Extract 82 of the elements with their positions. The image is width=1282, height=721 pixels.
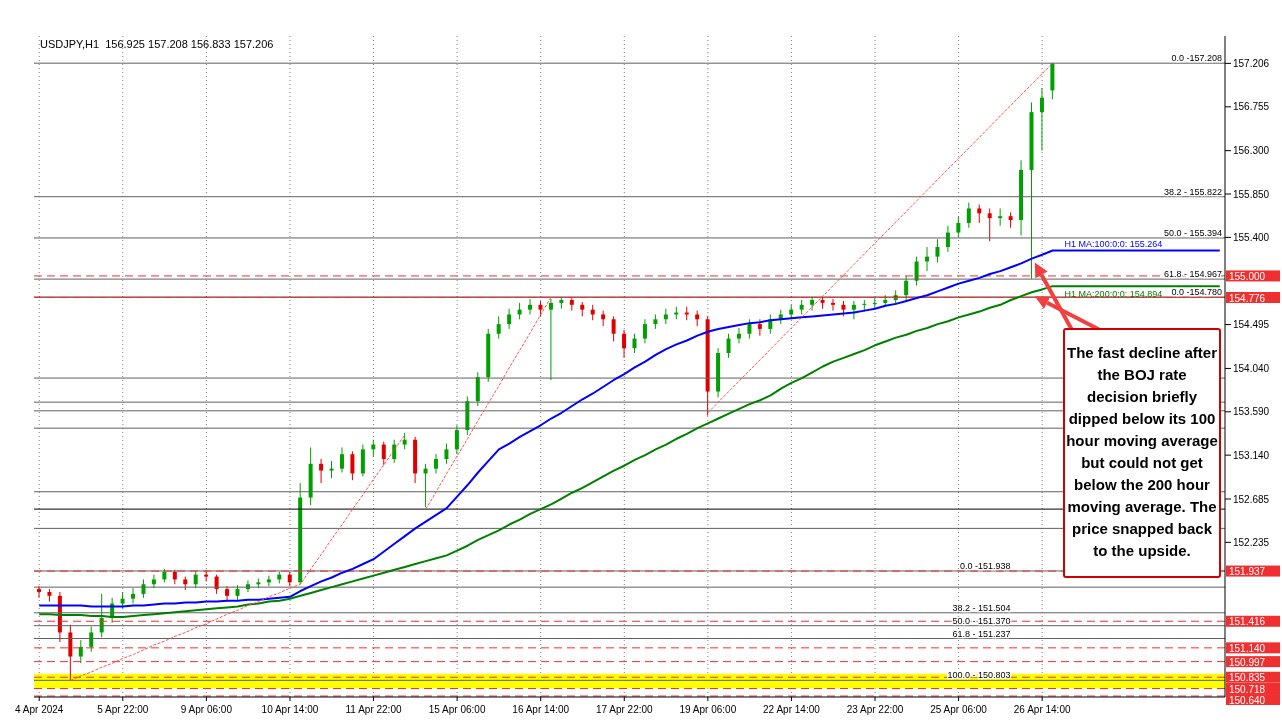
ref-line-label: 154.776 xyxy=(1229,292,1266,304)
candlestick xyxy=(78,639,83,664)
x-tick-label: 10 Apr 14:00 xyxy=(261,704,319,715)
candlestick xyxy=(528,298,533,315)
ref-line-label: 155.000 xyxy=(1229,270,1266,282)
annotation: 0.0 -151.938 xyxy=(960,560,1011,571)
annotation: 38.2 - 151.504 xyxy=(952,602,1011,613)
series-label: H1 MA:200:0:0: 154.894 xyxy=(1064,289,1163,300)
ref-line-label: 150.640 xyxy=(1229,694,1266,706)
candlestick xyxy=(350,450,355,481)
series-label: H1 MA:100:0:0: 155.264 xyxy=(1064,239,1163,250)
candlestick xyxy=(339,446,344,473)
candlestick xyxy=(131,587,136,605)
candlestick xyxy=(548,298,553,381)
y-tick-label: 155.850 xyxy=(1233,188,1270,200)
annotation: 61.8 - 151.237 xyxy=(952,628,1011,639)
y-tick-label: 154.495 xyxy=(1233,319,1270,331)
candlestick xyxy=(151,574,156,589)
y-tick-label: 152.685 xyxy=(1233,493,1270,505)
x-tick-label: 4 Apr 2024 xyxy=(15,704,64,715)
candlestick xyxy=(1039,87,1044,152)
y-tick-label: 152.235 xyxy=(1233,536,1270,548)
x-tick-label: 22 Apr 14:00 xyxy=(763,704,821,715)
candlestick xyxy=(987,207,992,242)
chart-title: USDJPY,H1 156.925 157.208 156.833 157.206 xyxy=(40,38,274,50)
y-tick-label: 155.400 xyxy=(1233,231,1270,243)
annotation: 38.2 - 155.822 xyxy=(1163,186,1222,197)
y-tick-label: 156.755 xyxy=(1233,101,1270,113)
x-tick-label: 9 Apr 06:00 xyxy=(180,704,233,715)
annotation: 50.0 - 151.370 xyxy=(952,615,1011,626)
y-tick-label: 157.206 xyxy=(1233,57,1270,69)
x-tick-label: 15 Apr 06:00 xyxy=(428,704,486,715)
ref-line-label: 150.718 xyxy=(1229,683,1266,695)
candlestick xyxy=(611,315,616,342)
candlestick xyxy=(998,207,1003,227)
x-tick-label: 19 Apr 06:00 xyxy=(679,704,737,715)
candlestick xyxy=(444,443,449,465)
y-tick-label: 156.300 xyxy=(1233,145,1270,157)
candlestick xyxy=(496,315,501,340)
candlestick xyxy=(757,318,762,337)
ref-line-label: 151.140 xyxy=(1229,642,1266,654)
x-tick-label: 23 Apr 22:00 xyxy=(846,704,904,715)
candlestick xyxy=(319,458,324,484)
candlestick xyxy=(935,238,940,263)
candlestick xyxy=(736,327,741,344)
candlestick xyxy=(381,441,386,466)
x-tick-label: 11 Apr 22:00 xyxy=(345,704,402,715)
annotation: 0.0 -154.780 xyxy=(1171,287,1222,298)
candlestick xyxy=(37,585,41,599)
ref-line-label: 150.835 xyxy=(1229,672,1266,684)
candlestick xyxy=(434,453,438,474)
annotation: 0.0 -157.208 xyxy=(1171,53,1222,64)
x-tick-label: 5 Apr 22:00 xyxy=(97,704,149,715)
x-tick-label: 25 Apr 06:00 xyxy=(930,704,988,715)
x-tick-label: 17 Apr 22:00 xyxy=(595,704,654,715)
y-tick-label: 153.590 xyxy=(1233,406,1270,418)
candlestick xyxy=(726,333,731,359)
y-tick-label: 154.040 xyxy=(1233,362,1270,374)
x-tick-label: 16 Apr 14:00 xyxy=(512,704,570,715)
candlestick xyxy=(632,333,637,354)
candlestick xyxy=(977,204,982,224)
candlestick xyxy=(622,329,627,359)
candlestick xyxy=(810,296,815,312)
candlestick xyxy=(89,626,94,653)
candlestick xyxy=(747,318,752,340)
candlestick xyxy=(914,256,919,287)
ref-line-label: 150.997 xyxy=(1229,656,1266,668)
y-tick-label: 153.140 xyxy=(1233,449,1270,461)
x-tick-label: 26 Apr 14:00 xyxy=(1013,704,1071,715)
annotation: 50.0 - 155.394 xyxy=(1163,227,1222,238)
candlestick xyxy=(454,424,459,455)
candlestick xyxy=(642,318,647,344)
candlestick xyxy=(904,275,909,301)
candlestick xyxy=(956,215,961,238)
candlestick xyxy=(851,300,856,320)
candlestick xyxy=(831,298,835,312)
candlestick xyxy=(507,308,512,330)
ref-line-label: 151.416 xyxy=(1229,616,1266,628)
candlestick xyxy=(966,202,971,229)
annotation: 61.8 - 154.967 xyxy=(1163,269,1222,280)
ref-line-label: 151.937 xyxy=(1229,566,1266,578)
text: The fast decline after the BOJ rate decision briefly dipped below its 100 hour moving average but could not get below the 200 hour moving average. The price snapped back to the upside. xyxy=(1066,344,1218,559)
